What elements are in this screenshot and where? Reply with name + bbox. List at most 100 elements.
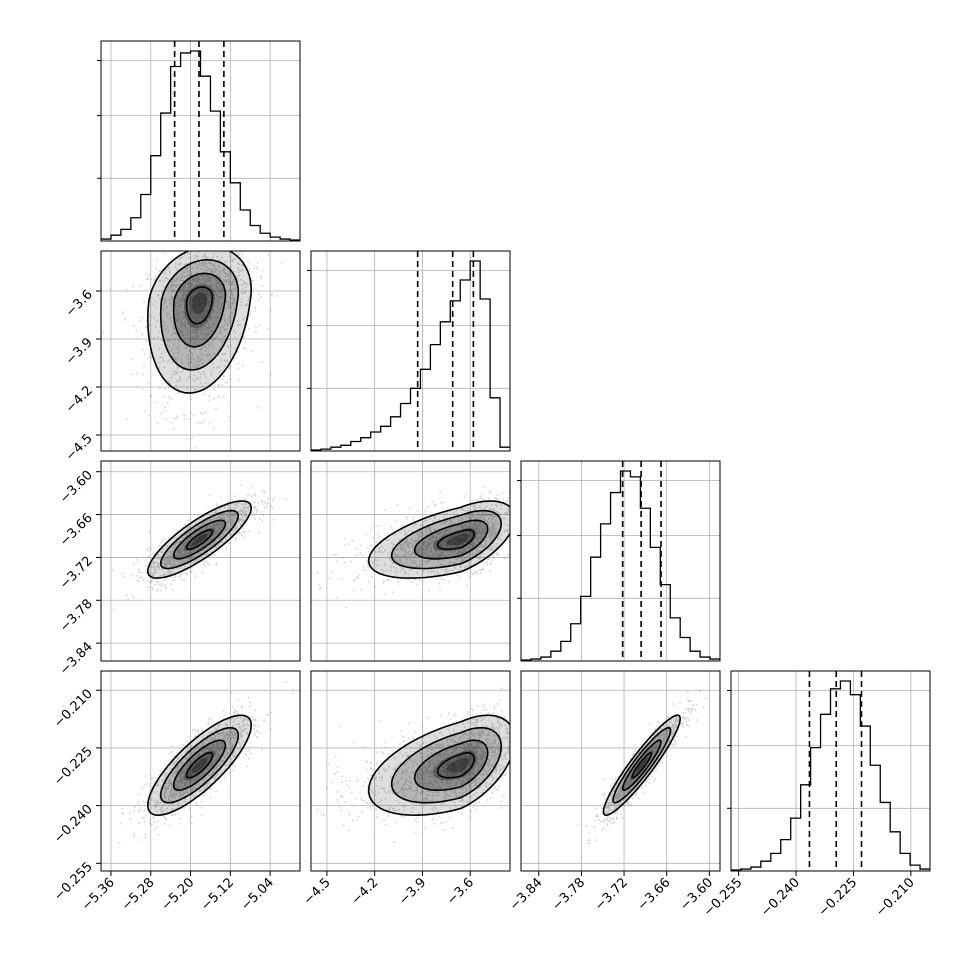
contour-4 [367,500,510,579]
y-tick-label: −3.84 [57,639,96,678]
contour-1 [185,529,214,550]
density-shade [391,727,502,803]
x-tick-label: −0.240 [758,875,803,920]
y-tick-label: −0.225 [51,744,96,789]
hist-panel-1 [97,40,301,242]
y-tick-label: −3.6 [63,287,96,320]
panel-inner [101,461,300,661]
contour-1 [631,751,653,779]
y-tick-label: −0.240 [51,802,96,847]
hist-panel-2 [307,250,511,452]
hist-frame-3 [520,460,721,662]
density-shade [391,510,502,569]
y-tick-label: −3.66 [57,511,96,550]
contour-2 [172,519,227,560]
density-shade [613,727,671,803]
hist-panel-4 [727,670,931,872]
contour-3 [159,258,240,371]
scatter-points [112,484,287,611]
x-tick-label: −0.210 [873,875,918,920]
y-tick-label: −4.2 [63,383,96,416]
contour-1 [185,286,214,325]
panel-3-1 [100,460,301,662]
y-tick-label: −3.60 [57,468,96,507]
density-shade [446,533,469,546]
panel-frame [310,670,511,872]
contour-4 [146,251,253,394]
density-shade [446,757,469,773]
x-tick-label: −3.6 [444,875,477,908]
x-tick-label: −3.72 [592,875,631,914]
y-tick-label: −3.9 [63,335,96,368]
panel-2-1 [100,250,301,452]
contour-4 [602,714,682,817]
y-tick-label: −4.5 [63,431,96,464]
panel-4-3 [520,670,721,872]
contour-3 [159,727,240,804]
panel-4-1 [100,670,301,872]
histogram-step-2 [311,260,510,451]
density-shade [191,292,208,315]
x-tick-label: −3.84 [507,875,546,914]
histogram-step-4 [731,680,930,871]
contour-3 [159,509,240,570]
hist-frame-1 [100,40,301,242]
panel-frame [100,670,301,872]
contour-1 [436,751,476,779]
x-tick-label: −5.12 [198,875,237,914]
x-tick-label: −5.04 [238,875,277,914]
panel-frame [310,460,511,662]
panel-inner [311,461,510,661]
contour-3 [390,727,503,804]
histogram-step-3 [521,470,720,661]
density-shade [147,251,252,394]
contour-4 [146,500,253,579]
contour-1 [436,529,476,550]
density-shade [160,727,239,803]
density-shade [173,740,226,791]
density-shade [160,510,239,569]
density-shade [147,715,252,816]
panel-3-2 [310,460,511,662]
scatter-points [118,681,294,844]
density-shade [147,501,252,579]
panel-inner [101,251,300,451]
density-shade [191,757,208,773]
panel-4-2 [310,670,511,872]
x-tick-label: −4.5 [301,875,334,908]
contour-1 [185,751,214,779]
panel-inner [521,671,720,871]
y-tick-label: −3.78 [57,597,96,636]
x-tick-label: −0.225 [816,875,861,920]
density-shade [630,750,654,781]
x-tick-label: −3.66 [635,875,674,914]
panel-frame [100,250,301,452]
contour-4 [367,714,510,817]
hist-panel-3 [517,460,721,662]
x-tick-label: −3.78 [549,875,588,914]
density-shade [191,533,208,546]
x-tick-label: −5.20 [159,875,198,914]
x-tick-label: −5.28 [119,875,158,914]
y-tick-label: −3.72 [57,554,96,593]
density-shade [184,750,215,781]
panel-frame [520,670,721,872]
x-tick-label: −3.9 [396,875,429,908]
contour-2 [413,739,489,791]
contour-2 [413,519,489,560]
contour-3 [390,509,503,570]
scatter-points [576,690,707,844]
contour-2 [172,272,227,348]
panel-inner [101,671,300,871]
x-tick-label: −4.2 [349,875,382,908]
panel-inner [311,671,510,871]
hist-frame-4 [730,670,931,872]
y-tick-label: −0.210 [51,686,96,731]
density-shade [636,757,648,773]
contour-2 [621,739,662,792]
density-shade [184,528,215,552]
contour-4 [146,714,253,816]
contour-3 [612,726,672,804]
contour-2 [172,739,227,791]
